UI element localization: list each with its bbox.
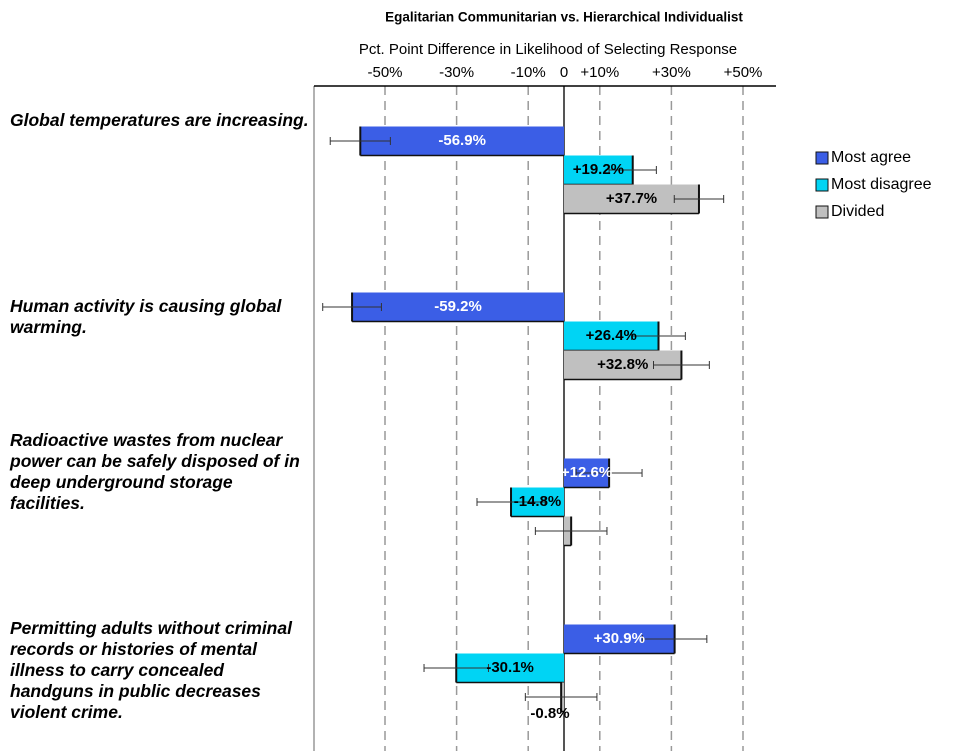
value-label: -30.1%: [486, 659, 534, 676]
legend-swatch: [815, 205, 829, 219]
x-tick-label: 0: [560, 64, 568, 81]
legend-label: Most agree: [831, 149, 911, 166]
bar: [352, 292, 564, 322]
legend-swatch: [815, 178, 829, 192]
value-label: +19.2%: [573, 161, 624, 178]
chart-title: Egalitarian Communitarian vs. Hierarchic…: [385, 10, 743, 25]
value-label: -0.8%: [530, 705, 569, 722]
x-tick-label: +50%: [724, 64, 763, 81]
category-label: Global temperatures are increasing.: [10, 110, 309, 130]
x-axis-label: Pct. Point Difference in Likelihood of S…: [359, 41, 737, 58]
x-tick-label: -30%: [439, 64, 474, 81]
legend-label: Most disagree: [831, 176, 932, 193]
bar: [360, 126, 564, 156]
x-tick-label: -50%: [367, 64, 402, 81]
value-label: +37.7%: [606, 190, 657, 207]
x-tick-label: +30%: [652, 64, 691, 81]
value-label: +26.4%: [586, 327, 637, 344]
category-label: Permitting adults without criminal recor…: [10, 618, 292, 722]
legend-label: Divided: [831, 203, 884, 220]
category-label: Radioactive wastes from nuclear power ca…: [10, 430, 300, 513]
value-label: +12.6%: [561, 464, 612, 481]
value-label: +30.9%: [594, 630, 645, 647]
value-label: -59.2%: [434, 298, 482, 315]
legend-swatch: [815, 151, 829, 165]
value-label: +32.8%: [597, 356, 648, 373]
category-label: Human activity is causing global warming…: [10, 296, 282, 337]
x-tick-label: +10%: [580, 64, 619, 81]
value-label: -56.9%: [438, 132, 486, 149]
x-tick-label: -10%: [511, 64, 546, 81]
value-label: -14.8%: [514, 493, 562, 510]
